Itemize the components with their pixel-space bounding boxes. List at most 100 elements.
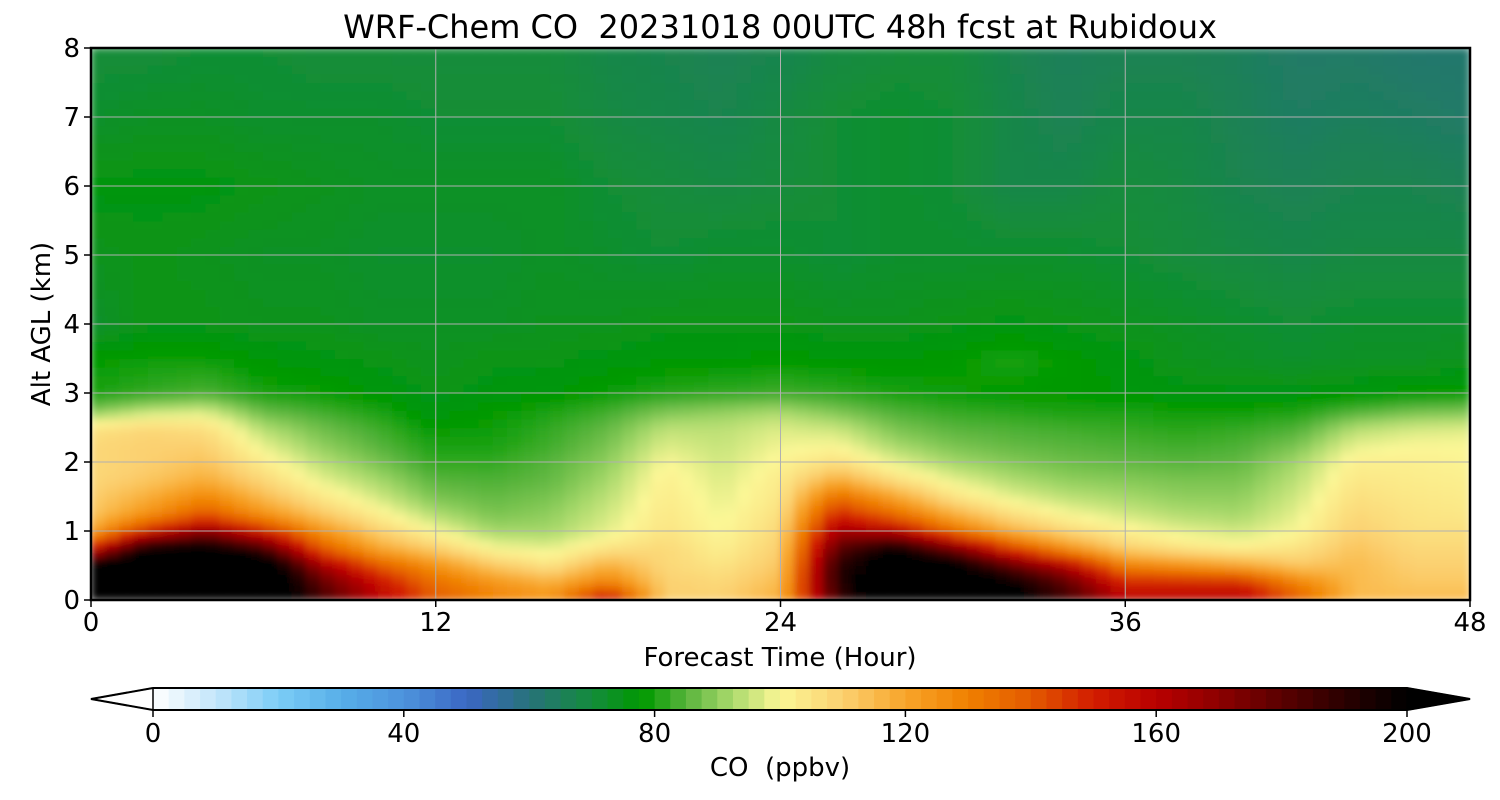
- heatmap-cell: [1038, 48, 1055, 58]
- heatmap-cell: [463, 168, 480, 178]
- heatmap-cell: [650, 245, 667, 256]
- heatmap-cell: [1196, 340, 1213, 351]
- heatmap-cell: [205, 357, 221, 368]
- heatmap-cell: [1167, 245, 1184, 256]
- heatmap-cell: [765, 521, 782, 532]
- heatmap-cell: [650, 116, 667, 127]
- heatmap-cell: [650, 409, 667, 420]
- heatmap-cell: [995, 133, 1011, 144]
- heatmap-cell: [234, 314, 250, 325]
- heatmap-cell: [794, 237, 810, 247]
- heatmap-cell: [866, 478, 882, 489]
- heatmap-cell: [1167, 133, 1184, 144]
- heatmap-cell: [607, 487, 624, 498]
- heatmap-cell: [1124, 504, 1141, 515]
- heatmap-cell: [1167, 495, 1184, 506]
- heatmap-cell: [1139, 107, 1155, 118]
- heatmap-cell: [535, 211, 552, 222]
- heatmap-cell: [550, 56, 566, 66]
- heatmap-cell: [851, 426, 868, 437]
- heatmap-cell: [736, 107, 753, 118]
- heatmap-cell: [119, 444, 135, 454]
- heatmap-cell: [981, 470, 997, 480]
- heatmap-cell: [650, 280, 667, 291]
- heatmap-cell: [176, 150, 193, 161]
- heatmap-cell: [435, 504, 451, 515]
- heatmap-cell: [578, 470, 595, 480]
- heatmap-cell: [966, 340, 983, 351]
- heatmap-cell: [1167, 202, 1184, 213]
- heatmap-cell: [650, 228, 667, 239]
- heatmap-cell: [822, 81, 839, 92]
- heatmap-cell: [334, 150, 351, 161]
- heatmap-cell: [205, 426, 221, 437]
- heatmap-cell: [708, 81, 724, 92]
- heatmap-cell: [679, 530, 695, 541]
- heatmap-cell: [190, 530, 207, 541]
- heatmap-cell: [578, 211, 595, 222]
- heatmap-cell: [1095, 90, 1112, 101]
- heatmap-cell: [708, 48, 724, 58]
- heatmap-cell: [478, 150, 494, 161]
- heatmap-cell: [363, 357, 379, 368]
- heatmap-cell: [506, 168, 523, 178]
- heatmap-cell: [1153, 452, 1169, 463]
- heatmap-cell: [937, 168, 954, 178]
- heatmap-cell: [578, 237, 595, 247]
- heatmap-cell: [104, 478, 121, 489]
- heatmap-cell: [1038, 107, 1055, 118]
- heatmap-cell: [1139, 590, 1155, 600]
- heatmap-cell: [923, 547, 940, 558]
- heatmap-cell: [348, 125, 365, 135]
- heatmap-cell: [277, 357, 293, 368]
- heatmap-cell: [851, 409, 868, 420]
- heatmap-cell: [751, 297, 767, 308]
- heatmap-cell: [435, 99, 451, 109]
- heatmap-cell: [406, 306, 422, 316]
- heatmap-cell: [1038, 357, 1055, 368]
- heatmap-cell: [162, 435, 178, 446]
- heatmap-cell: [909, 401, 925, 411]
- heatmap-cell: [621, 271, 638, 282]
- heatmap-cell: [1067, 461, 1083, 472]
- heatmap-cell: [1067, 99, 1083, 109]
- heatmap-cell: [679, 116, 695, 127]
- heatmap-cell: [995, 409, 1011, 420]
- heatmap-cell: [1182, 478, 1198, 489]
- heatmap-cell: [348, 73, 365, 84]
- heatmap-cell: [205, 487, 221, 498]
- heatmap-cell: [794, 297, 810, 308]
- heatmap-cell: [262, 547, 279, 558]
- heatmap-cell: [320, 495, 336, 506]
- heatmap-cell: [147, 340, 164, 351]
- heatmap-cell: [377, 452, 394, 463]
- heatmap-cell: [966, 159, 983, 170]
- heatmap-cell: [478, 323, 494, 334]
- heatmap-cell: [981, 99, 997, 109]
- heatmap-cell: [621, 159, 638, 170]
- heatmap-cell: [550, 237, 566, 247]
- heatmap-cell: [1095, 375, 1112, 385]
- heatmap-cell: [880, 323, 897, 334]
- heatmap-cell: [262, 340, 279, 351]
- heatmap-cell: [478, 228, 494, 239]
- heatmap-cell: [1124, 564, 1141, 575]
- heatmap-cell: [205, 219, 221, 230]
- heatmap-cell: [176, 168, 193, 178]
- heatmap-cell: [550, 133, 566, 144]
- heatmap-cell: [535, 90, 552, 101]
- heatmap-cell: [794, 504, 810, 515]
- heatmap-cell: [1052, 159, 1069, 170]
- heatmap-cell: [607, 444, 624, 454]
- heatmap-cell: [492, 202, 509, 213]
- heatmap-cell: [1124, 90, 1141, 101]
- heatmap-cell: [995, 582, 1011, 592]
- heatmap-cell: [133, 409, 150, 420]
- heatmap-cell: [909, 280, 925, 291]
- heatmap-cell: [550, 81, 566, 92]
- heatmap-cell: [535, 159, 552, 170]
- heatmap-cell: [234, 81, 250, 92]
- heatmap-cell: [535, 116, 552, 127]
- heatmap-cell: [119, 418, 135, 429]
- heatmap-cell: [607, 48, 624, 58]
